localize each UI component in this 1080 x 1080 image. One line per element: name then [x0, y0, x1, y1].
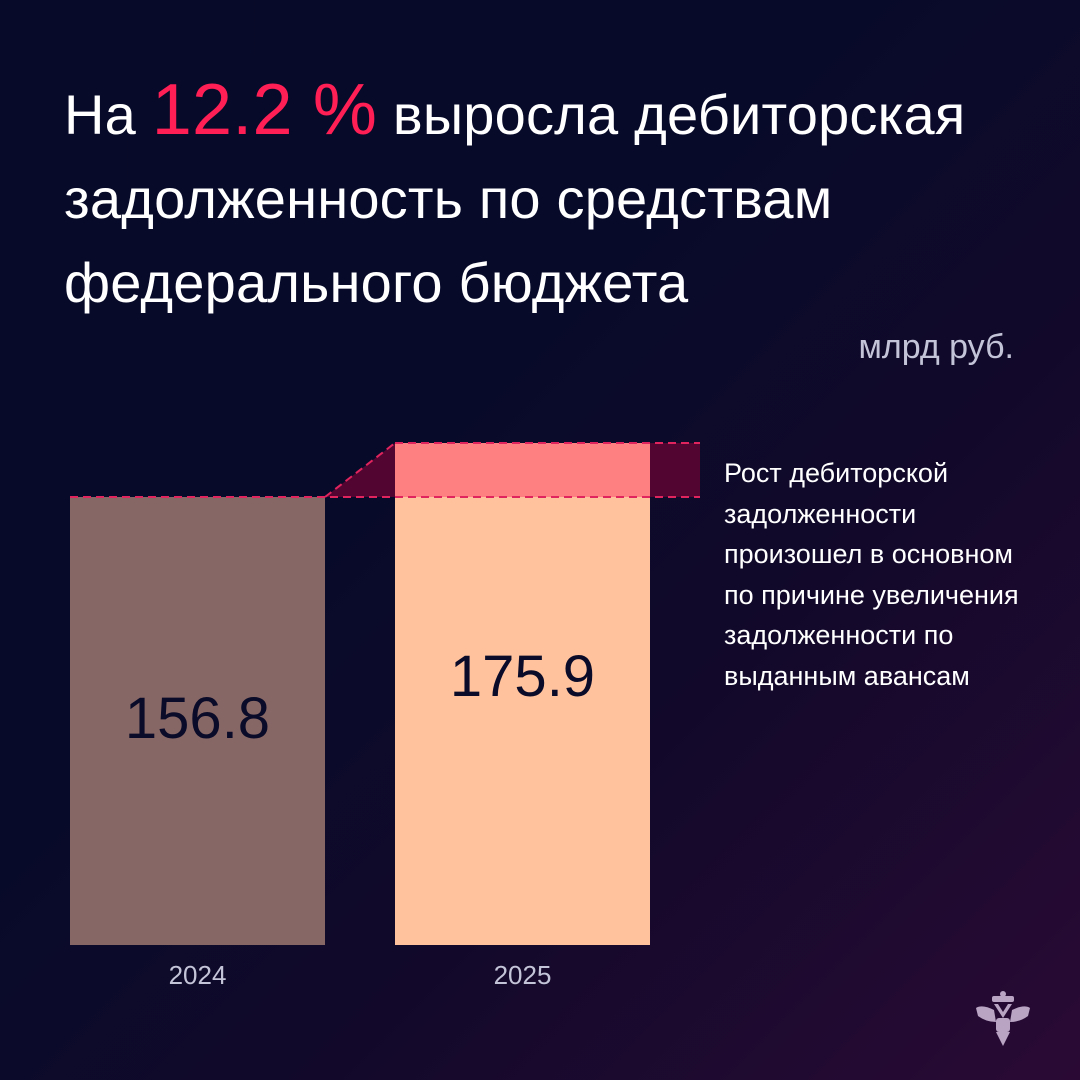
annotation-note: Рост дебиторской задолженности произошел… — [724, 458, 1019, 691]
bar-value-2025: 175.9 — [449, 644, 596, 709]
unit-label: млрд руб. — [858, 328, 1014, 366]
growth-band — [395, 443, 650, 497]
growth-percent: 12.2 % — [151, 70, 378, 150]
double-headed-eagle-emblem-icon — [976, 991, 1030, 1046]
title-suffix: выросла дебиторская задолженность по сре… — [64, 83, 966, 314]
title-prefix: На — [64, 83, 136, 146]
bar-2025: 175.9 — [395, 443, 650, 945]
page-title: На 12.2 % выросла дебиторская задолженно… — [64, 68, 1064, 325]
bar-2024: 156.8 — [70, 497, 325, 945]
bar-value-2024: 156.8 — [124, 686, 271, 751]
year-label-2025: 2025 — [493, 960, 552, 990]
year-label-2024: 2024 — [168, 960, 227, 990]
